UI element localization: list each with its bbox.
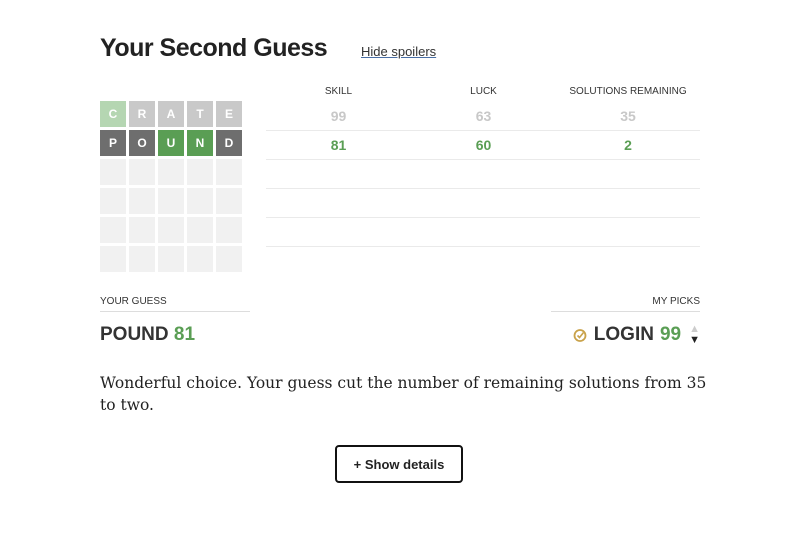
letter-tile [129,246,155,272]
header-luck: LUCK [470,86,497,97]
board-row [100,246,242,272]
table-row: 99 63 35 [266,102,700,131]
header-solutions: SOLUTIONS REMAINING [569,86,687,97]
pick-stepper[interactable]: ▲ ▼ [689,324,700,346]
my-pick-word: LOGIN [593,324,654,345]
solutions-value: 2 [624,137,632,153]
letter-tile: T [187,101,213,127]
your-guess-word: POUND [100,324,169,345]
letter-tile [100,159,126,185]
letter-tile [187,159,213,185]
letter-tile: P [100,130,126,156]
target-check-icon [573,329,587,342]
hide-spoilers-link[interactable]: Hide spoilers [361,44,437,59]
letter-tile [216,188,242,214]
table-row: 81 60 2 [266,131,700,160]
letter-tile [187,188,213,214]
letter-tile [216,159,242,185]
my-picks-label: MY PICKS [551,296,700,312]
board-row [100,159,242,185]
stats-table: SKILL LUCK SOLUTIONS REMAINING 99 63 35 … [266,86,700,247]
board-row [100,188,242,214]
letter-tile [100,188,126,214]
letter-tile [158,159,184,185]
table-row [266,218,700,247]
solutions-value: 35 [620,108,636,124]
arrow-down-icon[interactable]: ▼ [689,334,700,346]
letter-tile [100,217,126,243]
letter-tile [216,217,242,243]
my-pick: LOGIN 99 ▲ ▼ [572,324,700,346]
letter-tile [158,217,184,243]
letter-tile [100,246,126,272]
your-guess-label: YOUR GUESS [100,296,250,312]
letter-tile [216,246,242,272]
luck-value: 63 [475,108,492,124]
letter-tile: A [158,101,184,127]
show-details-button[interactable]: + Show details [335,445,463,483]
letter-tile: N [187,130,213,156]
letter-tile [187,217,213,243]
luck-value: 60 [475,137,492,153]
letter-tile: U [158,130,184,156]
letter-tile [129,159,155,185]
result-message: Wonderful choice. Your guess cut the num… [100,374,707,414]
board-row [100,217,242,243]
my-pick-score: 99 [659,324,682,345]
table-row [266,189,700,218]
letter-tile: R [129,101,155,127]
skill-value: 99 [330,108,347,124]
letter-tile [158,188,184,214]
letter-tile: E [216,101,242,127]
table-row [266,160,700,189]
letter-tile [129,217,155,243]
letter-tile [129,188,155,214]
header-skill: SKILL [324,86,353,97]
letter-tile: O [129,130,155,156]
arrow-up-icon[interactable]: ▲ [689,323,700,335]
letter-tile: D [216,130,242,156]
skill-value: 81 [330,137,347,153]
letter-tile [158,246,184,272]
your-guess: POUND 81 [100,324,195,346]
page-title: Your Second Guess [100,34,328,62]
your-guess-score: 81 [173,324,196,345]
letter-tile [187,246,213,272]
letter-tile: C [100,101,126,127]
